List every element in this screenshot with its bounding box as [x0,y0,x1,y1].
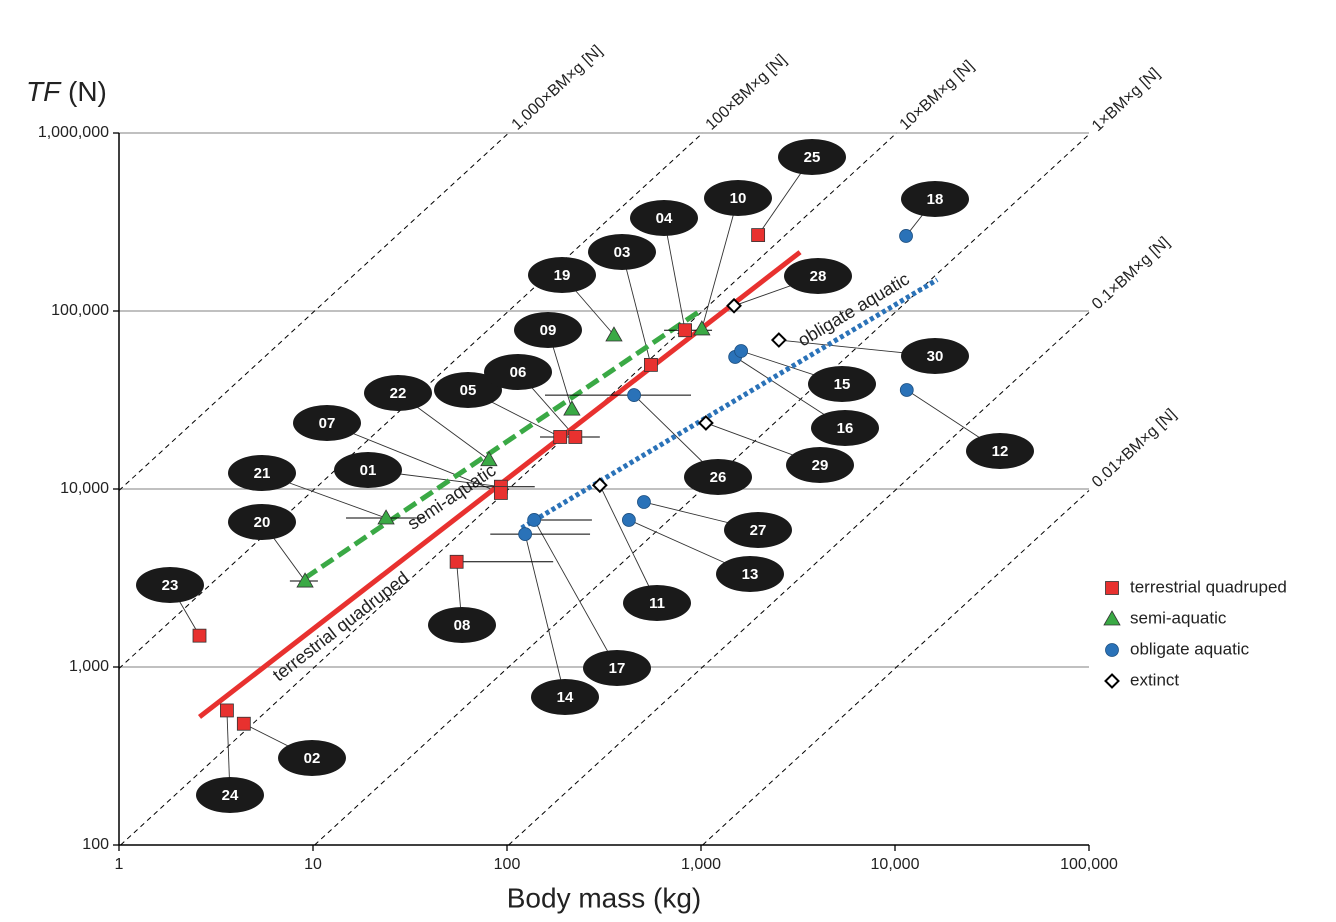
point-id: 06 [510,364,527,381]
marker [494,486,507,499]
reference-label: 0.01×BM×g [N] [1089,406,1180,491]
point-id: 29 [812,457,829,474]
marker [900,383,913,396]
marker [554,430,567,443]
marker [564,401,580,415]
marker [772,334,785,347]
point-id: 19 [554,267,571,284]
fit-line [305,311,700,578]
marker [450,555,463,568]
point-id: 03 [614,244,631,261]
marker [593,479,606,492]
point-id: 28 [810,268,827,285]
y-axis-unit: (N) [68,76,107,107]
chart: TF (N) Body mass (kg) 100 1,000 10,000 100,… [0,0,1336,922]
legend-label: semi-aquatic [1130,608,1227,627]
point-id: 07 [319,415,336,432]
point-id: 08 [454,617,471,634]
y-tick-label: 1,000,000 [38,124,109,141]
point-id: 27 [750,522,767,539]
marker [193,629,206,642]
y-tick-label: 10,000 [60,480,109,497]
point-id: 13 [742,566,759,583]
y-axis-title: TF (N) [26,76,107,107]
marker [752,229,765,242]
legend-marker [1104,611,1120,625]
reference-label: 1,000×BM×g [N] [509,42,606,133]
x-tick-label: 1 [115,856,124,873]
point-id: 26 [710,469,727,486]
reference-label: 1×BM×g [N] [1089,65,1163,135]
point-id: 25 [804,149,821,166]
marker [735,345,748,358]
reference-line [509,312,1089,845]
marker [569,430,582,443]
leader-line [525,534,565,697]
marker [679,324,692,337]
marker [622,513,635,526]
reference-label: 100×BM×g [N] [703,51,791,133]
marker [237,717,250,730]
legend-marker [1106,582,1119,595]
x-tick-label: 1,000 [681,856,721,873]
y-tick-label: 100 [82,836,109,853]
x-tick-label: 100 [494,856,521,873]
point-id: 15 [834,376,851,393]
point-id: 23 [162,577,179,594]
x-tick-label: 10 [304,856,322,873]
marker [220,704,233,717]
point-id: 14 [557,689,574,706]
legend-label: extinct [1130,670,1179,689]
marker [528,513,541,526]
marker [519,528,532,541]
reference-label: 10×BM×g [N] [897,57,978,133]
marker [644,358,657,371]
x-axis-title: Body mass (kg) [507,882,702,913]
marker [900,229,913,242]
marker [637,496,650,509]
reference-label: 0.1×BM×g [N] [1089,234,1173,313]
point-id: 17 [609,660,626,677]
point-id: 21 [254,465,271,482]
point-id: 01 [360,462,377,479]
legend-marker [1106,675,1119,688]
y-tick-label: 1,000 [69,658,109,675]
legend-label: terrestrial quadruped [1130,577,1287,596]
x-tick-label: 10,000 [871,856,920,873]
point-id: 22 [390,385,407,402]
y-axis-var: TF [26,76,62,107]
point-id: 24 [222,787,239,804]
marker [628,389,641,402]
point-id: 12 [992,443,1009,460]
point-id: 30 [927,348,944,365]
legend-label: obligate aquatic [1130,639,1250,658]
point-id: 16 [837,420,854,437]
point-id: 10 [730,190,747,207]
x-tick-label: 100,000 [1060,856,1118,873]
point-id: 09 [540,322,557,339]
point-id: 18 [927,191,944,208]
marker [481,452,497,466]
point-id: 05 [460,382,477,399]
y-tick-label: 100,000 [51,302,109,319]
point-id: 11 [649,595,665,612]
point-id: 04 [656,210,673,227]
point-id: 02 [304,750,321,767]
legend-marker [1106,644,1119,657]
leader-line [534,520,617,668]
point-id: 20 [254,514,271,531]
